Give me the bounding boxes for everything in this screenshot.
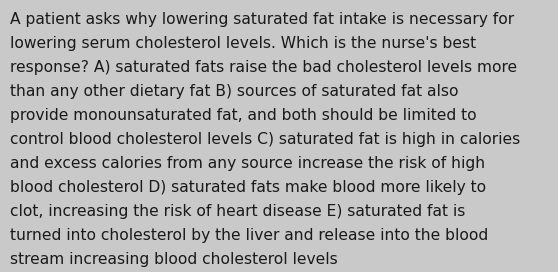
Text: than any other dietary fat B) sources of saturated fat also: than any other dietary fat B) sources of… (10, 84, 459, 99)
Text: blood cholesterol D) saturated fats make blood more likely to: blood cholesterol D) saturated fats make… (10, 180, 486, 195)
Text: provide monounsaturated fat, and both should be limited to: provide monounsaturated fat, and both sh… (10, 108, 477, 123)
Text: control blood cholesterol levels C) saturated fat is high in calories: control blood cholesterol levels C) satu… (10, 132, 520, 147)
Text: and excess calories from any source increase the risk of high: and excess calories from any source incr… (10, 156, 485, 171)
Text: lowering serum cholesterol levels. Which is the nurse's best: lowering serum cholesterol levels. Which… (10, 36, 476, 51)
Text: turned into cholesterol by the liver and release into the blood: turned into cholesterol by the liver and… (10, 228, 488, 243)
Text: stream increasing blood cholesterol levels: stream increasing blood cholesterol leve… (10, 252, 338, 267)
Text: response? A) saturated fats raise the bad cholesterol levels more: response? A) saturated fats raise the ba… (10, 60, 517, 75)
Text: A patient asks why lowering saturated fat intake is necessary for: A patient asks why lowering saturated fa… (10, 12, 514, 27)
Text: clot, increasing the risk of heart disease E) saturated fat is: clot, increasing the risk of heart disea… (10, 204, 465, 219)
